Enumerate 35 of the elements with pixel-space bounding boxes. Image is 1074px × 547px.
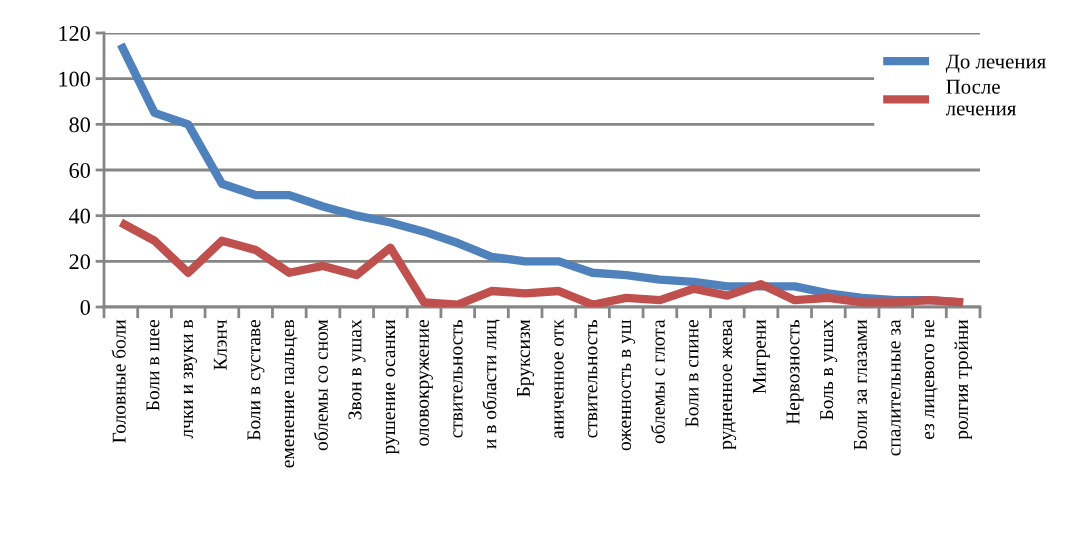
x-tick-label: Боли за глазами: [854, 319, 867, 450]
legend-label: До лечения: [945, 54, 1046, 73]
legend-label: После лечения: [945, 79, 1017, 116]
y-tick-label: 60: [69, 162, 90, 178]
x-tick-label: Головные боли: [111, 319, 126, 443]
y-tick-label: 100: [59, 71, 90, 87]
x-tick-label: Мигрени: [752, 319, 770, 394]
x-tick-label: рушение осанки: [385, 319, 400, 455]
x-tick-label: Боли в суставе: [247, 320, 265, 441]
x-tick-label: ролгия тройни: [954, 319, 972, 440]
x-tick-label: и в области лиц: [482, 319, 500, 449]
x-tick-label: Боли в шее: [146, 320, 160, 411]
x-tick-label: ствительность: [588, 319, 598, 438]
x-tick-label: рудненное жева: [722, 319, 737, 450]
y-tick-label: 0: [80, 299, 90, 315]
x-tick-label: оловокружение: [419, 320, 433, 446]
y-tick-label: 80: [69, 117, 90, 133]
x-tick-label: ствительность: [453, 319, 463, 438]
x-tick-label: Бруксизм: [517, 319, 534, 397]
x-tick-label: Нервозность: [786, 319, 804, 425]
x-tick-label: Звон в ушах: [348, 319, 366, 420]
x-tick-label: облемы с глота: [650, 319, 665, 444]
y-tick-label: 120: [59, 25, 90, 41]
x-tick-label: Боль в ушах: [820, 319, 838, 420]
x-tick-label: аниченное отк: [554, 319, 564, 439]
x-tick-label: лчки и звуки в: [183, 319, 198, 439]
x-tick-label: Боли в спине: [685, 320, 699, 427]
y-tick-label: 40: [69, 208, 90, 224]
x-tick-label: Клэнч: [213, 319, 227, 370]
y-tick-label: 20: [69, 254, 90, 270]
x-tick-label: ез лицевого не: [924, 320, 938, 440]
x-tick-label: оженность в уш: [621, 319, 636, 451]
x-tick-label: спалительные за: [891, 319, 901, 456]
x-tick-label: еменение пальцев: [284, 320, 298, 468]
x-tick-label: облемы со сном: [313, 319, 328, 451]
